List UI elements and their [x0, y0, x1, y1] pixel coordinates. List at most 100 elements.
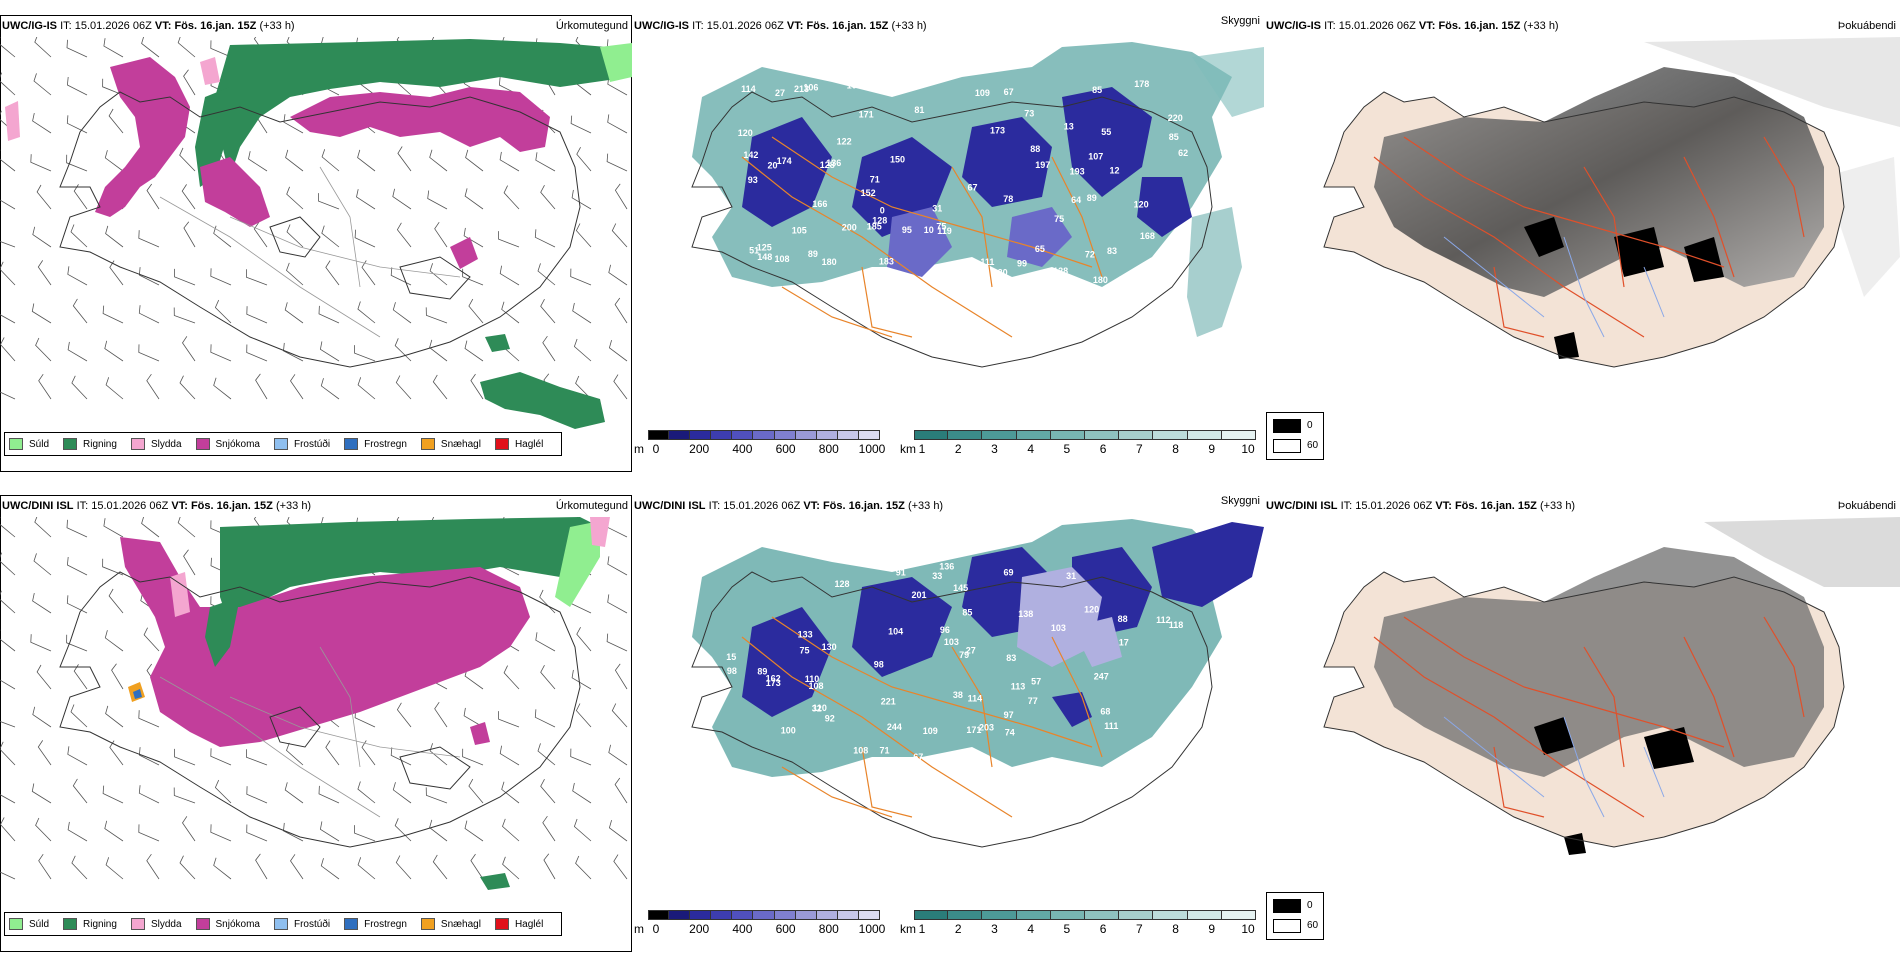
legend-swatch-sleet — [130, 438, 145, 450]
wind-barb — [614, 663, 628, 690]
lead-time: (+33 h) — [275, 500, 312, 512]
vis-value-label: 193 — [1070, 167, 1085, 177]
wind-barb — [462, 268, 484, 286]
wind-barb — [104, 630, 124, 652]
vis-value-label: 103 — [847, 81, 862, 91]
fog-legend-label: 60 — [1307, 440, 1319, 451]
colorbar-tick: 10 — [1241, 922, 1255, 936]
panel-header: UWC/DINI ISL IT: 15.01.2026 06Z VT: Fös.… — [2, 500, 630, 516]
colorbar-segment — [648, 910, 670, 920]
wind-barb — [182, 336, 196, 362]
wind-barb — [102, 305, 124, 324]
wind-barb — [0, 199, 16, 210]
vis-value-label: 31 — [932, 204, 942, 214]
vt-value: Fös. 16.jan. 15Z — [190, 500, 273, 512]
wind-barb — [32, 113, 52, 134]
wind-barb — [321, 149, 340, 172]
panel-header: UWC/DINI ISL IT: 15.01.2026 06Z VT: Fös.… — [1266, 500, 1898, 516]
wind-barb — [286, 262, 304, 286]
wind-barb — [319, 341, 340, 362]
panel-title: Úrkomutegund — [555, 20, 628, 32]
vis-value-label: 114 — [741, 84, 756, 94]
wind-barb — [173, 307, 196, 324]
wind-barb — [540, 665, 556, 690]
wind-barb — [539, 589, 556, 614]
colorbar-segment — [690, 910, 712, 920]
vis-value-label: 178 — [1134, 79, 1149, 89]
colorbar-segment — [914, 910, 949, 920]
wind-barb — [146, 853, 160, 880]
vt-value: Fös. 16.jan. 15Z — [1454, 500, 1537, 512]
wind-barb — [502, 818, 520, 842]
wind-barb — [394, 818, 412, 842]
wind-barb — [0, 721, 16, 728]
wind-barb — [499, 265, 520, 286]
wind-barb — [105, 857, 124, 880]
colorbar-segment — [1085, 430, 1120, 440]
wind-barb — [183, 69, 196, 96]
vis-value-label: 120 — [1084, 604, 1099, 614]
wind-barb — [210, 748, 232, 766]
vis-value-label: 99 — [1017, 258, 1027, 268]
colorbar-segment — [816, 430, 838, 440]
wind-barb — [425, 307, 448, 324]
wind-barb — [0, 552, 16, 576]
fog-legend-label: 0 — [1307, 420, 1313, 431]
vis-meter-colorbar: m 0 200 400 600 800 1000 — [634, 430, 885, 464]
panel-header: UWC/DINI ISL IT: 15.01.2026 06Z VT: Fös.… — [634, 495, 1262, 516]
vis-value-label: 136 — [939, 562, 954, 572]
colorbar-segment — [1187, 910, 1222, 920]
legend-freezing-drizzle: Frostúði — [273, 918, 330, 930]
vis-value-label: 247 — [1094, 672, 1109, 682]
colorbar-segment — [1119, 430, 1154, 440]
vis-value-label: 213 — [794, 84, 809, 94]
it-value: 15.01.2026 06Z — [91, 500, 169, 512]
vis-value-label: 89 — [808, 249, 818, 259]
legend-rain: Rigning — [63, 438, 117, 450]
vis-value-label: 85 — [1092, 85, 1102, 95]
wind-barb — [105, 377, 124, 400]
wind-barb — [540, 299, 556, 324]
wind-barb — [607, 114, 628, 134]
legend-label: Rigning — [83, 438, 117, 450]
precip-type-panel: UWC/IG-IS IT: 15.01.2026 06Z VT: Fös. 16… — [0, 10, 632, 480]
road-lines — [741, 616, 1103, 818]
wind-barb — [575, 703, 592, 728]
wind-barb — [390, 747, 412, 766]
precip-legend: Súld Rigning Slydda Snjókoma Frostúði Fr… — [4, 912, 563, 936]
wind-barb — [573, 338, 592, 362]
wind-barb — [0, 337, 16, 362]
legend-label: Haglél — [514, 918, 544, 930]
wind-barb — [0, 149, 16, 172]
vis-value-label: 109 — [923, 726, 938, 736]
wind-barb — [214, 779, 232, 804]
colorbar-tick: 800 — [818, 442, 839, 456]
vis-value-label: 119 — [937, 226, 952, 236]
wind-barb — [138, 785, 160, 804]
wind-barb — [214, 299, 232, 324]
vis-value-label: 152 — [861, 188, 876, 198]
colorbar-tick: 4 — [1027, 442, 1034, 456]
wind-barb — [67, 341, 88, 362]
fog-haze-ne — [1644, 37, 1900, 127]
vis-value-label: 32 — [812, 704, 822, 714]
legend-swatch-rain — [63, 438, 78, 450]
wind-barb — [290, 374, 304, 400]
colorbar-unit: km — [900, 922, 916, 936]
vis-blue-light — [1017, 567, 1122, 667]
wind-barb — [608, 744, 628, 766]
fog-map-svg — [1323, 37, 1900, 368]
visibility-map: 100 31 128 120 114 130 108 110 88 103 89 136 77 79 67 9… — [632, 517, 1264, 917]
wind-barb — [105, 705, 124, 728]
vt-value: Fös. 16.jan. 15Z — [174, 20, 257, 32]
wind-barb — [392, 782, 412, 804]
colorbar-tick: 3 — [991, 922, 998, 936]
wind-barb — [255, 853, 268, 880]
vis-value-label: 71 — [880, 745, 890, 755]
wind-barb — [537, 263, 556, 286]
wind-barb — [290, 854, 304, 880]
vis-value-label: 107 — [1088, 152, 1103, 162]
legend-rain: Rigning — [63, 918, 117, 930]
wind-barb — [573, 818, 592, 842]
wind-barb — [575, 855, 592, 880]
